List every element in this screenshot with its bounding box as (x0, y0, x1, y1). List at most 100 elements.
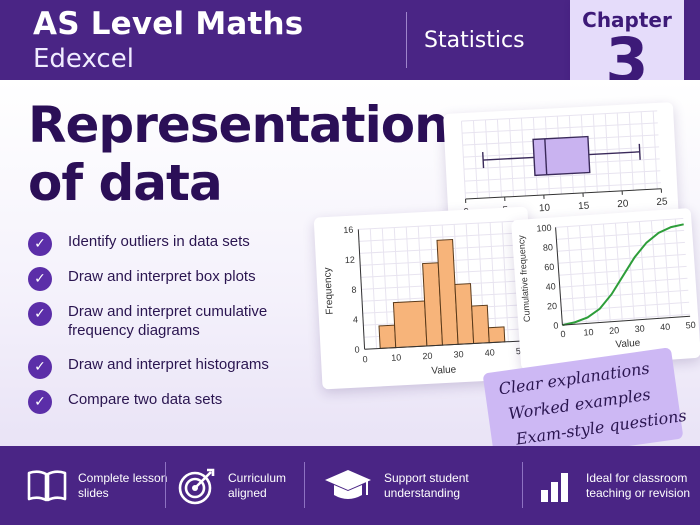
title-line-1: Representations (28, 96, 478, 154)
boxplot-whisker-right (588, 151, 640, 156)
boxplot-whisker-left (483, 156, 535, 161)
feature-text: Ideal for classroom teaching or revision (586, 470, 691, 500)
grid-line (508, 118, 514, 197)
check-icon: ✓ (28, 232, 52, 256)
boxplot-box (532, 135, 591, 177)
grid-line (579, 225, 587, 324)
cumfreq-x-tick-label: 20 (609, 325, 620, 336)
cumfreq-x-tick-label: 50 (685, 320, 696, 331)
cumfreq-y-tick-label: 60 (544, 262, 555, 273)
grid-line (561, 301, 690, 312)
histogram-x-tick-label: 30 (453, 349, 464, 360)
grid-line (604, 113, 610, 192)
grid-line (520, 117, 526, 196)
histogram-x-tick-label: 0 (362, 354, 368, 364)
chapter-label: Chapter (582, 8, 672, 32)
cumfreq-card: 0 10 20 30 40 50 0 20 40 60 80 100 Value Cumulative f… (510, 207, 700, 371)
grid-line (472, 120, 479, 199)
grid-line (496, 119, 502, 198)
histogram-card: 010203040500481216ValueFrequency (313, 206, 537, 390)
boxplot-tick-label: 25 (656, 196, 668, 208)
feature-text: Complete lesson slides (78, 470, 168, 500)
cumfreq-x-label: Value (615, 338, 641, 351)
grid-line (462, 122, 658, 134)
topic-label: Statistics (424, 28, 525, 53)
graduation-cap-icon (322, 465, 374, 507)
boxplot-axis (465, 188, 662, 200)
exam-board: Edexcel (33, 44, 134, 74)
histogram-y-tick-label: 8 (351, 285, 357, 295)
histogram-bar (487, 326, 506, 344)
title-line-2: of data (28, 154, 223, 212)
histogram-y-tick-label: 0 (354, 344, 360, 354)
course-title: AS Level Maths (33, 6, 304, 42)
grid-line (614, 223, 623, 321)
cumfreq-y-tick-label: 100 (536, 223, 552, 234)
footer-divider (522, 462, 523, 508)
boxplot-max (638, 143, 641, 160)
boxplot-chart: 0510152025 (460, 110, 668, 218)
objective-text: Draw and interpret cumulative frequency … (68, 303, 268, 339)
grid-line (465, 182, 661, 194)
cumfreq-x-axis (562, 315, 691, 326)
footer-divider (165, 462, 166, 508)
cumfreq-y-tick-label: 20 (547, 301, 558, 312)
grid-line (638, 221, 647, 320)
feature-text: Curriculum aligned (228, 470, 287, 500)
grid-line (662, 219, 671, 318)
histogram-y-axis (357, 229, 366, 350)
boxplot-card: 0510152025 (443, 102, 679, 232)
boxplot-min (482, 152, 485, 169)
check-icon: ✓ (28, 302, 52, 326)
grid-line (461, 110, 658, 122)
check-icon: ✓ (28, 390, 52, 414)
check-icon: ✓ (28, 355, 52, 379)
grid-line (484, 119, 491, 198)
cumfreq-y-label: Cumulative frequency (516, 234, 532, 322)
histogram-bar (392, 300, 428, 349)
grid-line (616, 112, 622, 191)
grid-line (557, 241, 685, 252)
objective-item: ✓ Identify outliers in data sets (28, 232, 328, 256)
histogram-x-axis (364, 340, 521, 350)
grid-line (590, 224, 599, 323)
grid-line (358, 232, 515, 242)
boxplot-median (544, 138, 548, 175)
cumfreq-y-tick-label: 80 (543, 242, 554, 253)
grid-line (358, 220, 515, 230)
objective-text: Draw and interpret histograms (68, 356, 269, 373)
grid-line (626, 222, 635, 321)
book-icon (26, 465, 68, 507)
check-icon: ✓ (28, 267, 52, 291)
feature-classroom: Ideal for classroom teaching or revision (534, 446, 700, 525)
histogram-x-tick-label: 40 (484, 347, 495, 358)
histogram-y-tick-label: 16 (343, 225, 354, 236)
footer-bar: Complete lesson slides Curriculum aligne… (0, 446, 700, 525)
histogram-x-label: Value (431, 364, 457, 376)
footer-divider (304, 462, 305, 508)
cumfreq-y-tick-label: 0 (553, 320, 559, 330)
cumfreq-x-tick-label: 0 (560, 329, 566, 339)
histogram-y-label: Frequency (322, 267, 335, 315)
grid-line (628, 112, 634, 191)
grid-line (674, 218, 683, 317)
cumfreq-x-tick-label: 30 (634, 323, 645, 334)
grid-line (460, 121, 467, 200)
cumfreq-x-tick-label: 40 (660, 322, 671, 333)
cumfreq-y-tick-label: 40 (545, 281, 556, 292)
objective-item: ✓ Compare two data sets (28, 390, 328, 414)
objective-text: Draw and interpret box plots (68, 268, 256, 285)
objective-text: Compare two data sets (68, 391, 223, 408)
objective-text: Identify outliers in data sets (68, 233, 250, 250)
boxplot-tick-label: 10 (539, 203, 551, 215)
target-icon (176, 465, 218, 507)
grid-line (464, 170, 661, 182)
objective-item: ✓ Draw and interpret box plots (28, 267, 328, 291)
objective-item: ✓ Draw and interpret cumulative frequenc… (28, 302, 318, 340)
histogram-x-tick-label: 10 (391, 352, 402, 363)
grid-line (602, 223, 611, 322)
grid-line (567, 226, 575, 325)
feature-lesson-slides: Complete lesson slides (26, 446, 168, 525)
cumfreq-x-tick-label: 10 (583, 327, 594, 338)
grid-line (592, 114, 598, 193)
